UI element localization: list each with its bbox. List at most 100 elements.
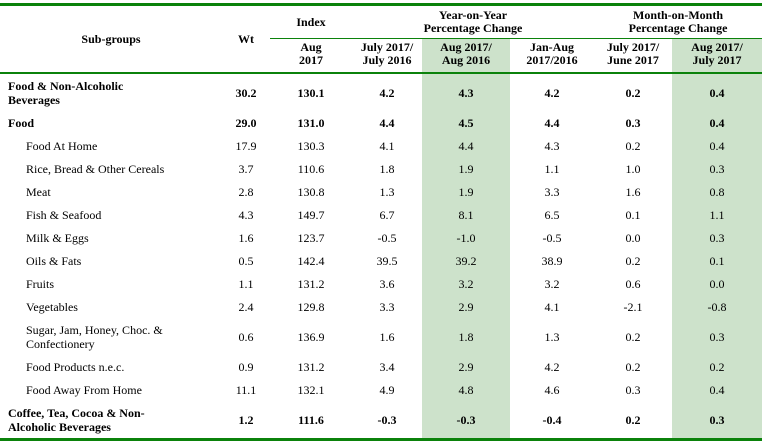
value-cell: 4.4: [422, 134, 510, 157]
value-cell: 0.1: [672, 249, 762, 272]
subgroup-label: Food Away From Home: [26, 382, 142, 397]
subgroup-label: Milk & Eggs: [26, 230, 89, 245]
value-cell: 17.9: [235, 138, 257, 153]
value-cell: 2.8: [238, 184, 254, 199]
table-row: Food Products n.e.c. 0.9 131.2 3.4 2.9 4.2 0.2…: [0, 355, 762, 378]
value-cell: 1.1: [672, 203, 762, 226]
value-cell: 130.8: [297, 184, 325, 199]
value-cell: -0.5: [377, 230, 397, 245]
column-header-aug2017-aug2016: Aug 2017/ Aug 2016: [422, 38, 510, 74]
sub-header-row: Aug 2017 July 2017/ July 2016 Aug 2017/ …: [0, 38, 762, 74]
value-cell: 3.3: [379, 299, 395, 314]
column-header-july2017-july2016: July 2017/ July 2016: [352, 38, 422, 74]
value-cell: 4.3: [238, 207, 254, 222]
subgroup-label: Vegetables: [26, 299, 78, 314]
value-cell: 30.2: [235, 85, 257, 100]
value-cell: 1.6: [379, 329, 395, 344]
value-cell: 0.4: [672, 378, 762, 401]
value-cell: 1.0: [625, 161, 641, 176]
value-cell: 0.3: [625, 382, 641, 397]
value-cell: 3.3: [544, 184, 560, 199]
value-cell: 0.0: [672, 272, 762, 295]
table-row: Food & Non-Alcoholic Beverages 30.2 130.1 4…: [0, 73, 762, 111]
value-cell: 0.6: [625, 276, 641, 291]
value-cell: 3.2: [422, 272, 510, 295]
group-header-index: Index: [270, 4, 352, 39]
column-header-index-aug-2017: Aug 2017: [270, 38, 352, 74]
value-cell: 0.4: [672, 73, 762, 111]
value-cell: 4.6: [544, 382, 560, 397]
value-cell: 1.9: [422, 157, 510, 180]
value-cell: -0.3: [422, 401, 510, 440]
value-cell: 131.2: [297, 276, 325, 291]
value-cell: 39.5: [376, 253, 398, 268]
value-cell: -1.0: [422, 226, 510, 249]
value-cell: 1.1: [544, 161, 560, 176]
column-header-aug2017-july2017: Aug 2017/ July 2017: [672, 38, 762, 74]
value-cell: 111.6: [298, 412, 324, 427]
value-cell: 131.2: [297, 359, 325, 374]
table-row: Sugar, Jam, Honey, Choc. & Confectionery…: [0, 318, 762, 355]
value-cell: 4.2: [544, 359, 560, 374]
column-header-wt: Wt: [222, 4, 270, 74]
value-cell: -0.8: [672, 295, 762, 318]
value-cell: 4.4: [379, 115, 395, 130]
table-row: Oils & Fats 0.5 142.4 39.5 39.2 38.9 0.2 0.1: [0, 249, 762, 272]
value-cell: 0.3: [672, 226, 762, 249]
value-cell: 0.2: [625, 85, 641, 100]
value-cell: 8.1: [422, 203, 510, 226]
value-cell: 2.4: [238, 299, 254, 314]
value-cell: 2.9: [422, 295, 510, 318]
table-row: Vegetables 2.4 129.8 3.3 2.9 4.1 -2.1 -0.8: [0, 295, 762, 318]
value-cell: 4.8: [422, 378, 510, 401]
value-cell: 0.4: [672, 111, 762, 134]
table-row: Milk & Eggs 1.6 123.7 -0.5 -1.0 -0.5 0.0 0.3: [0, 226, 762, 249]
table-row: Meat 2.8 130.8 1.3 1.9 3.3 1.6 0.8: [0, 180, 762, 203]
value-cell: 4.3: [544, 138, 560, 153]
table-row: Fish & Seafood 4.3 149.7 6.7 8.1 6.5 0.1 1.1: [0, 203, 762, 226]
table-row: Food 29.0 131.0 4.4 4.5 4.4 0.3 0.4: [0, 111, 762, 134]
table-header: Sub-groups Wt Index Year-on-Year Percent…: [0, 4, 762, 74]
subgroup-label: Sugar, Jam, Honey, Choc. & Confectionery: [26, 322, 163, 351]
subgroup-label: Food Products n.e.c.: [26, 359, 125, 374]
subgroup-label: Food At Home: [26, 138, 98, 153]
value-cell: 0.5: [238, 253, 254, 268]
value-cell: 3.7: [238, 161, 254, 176]
group-header-row: Sub-groups Wt Index Year-on-Year Percent…: [0, 4, 762, 74]
value-cell: 0.3: [672, 401, 762, 440]
value-cell: 136.9: [297, 329, 325, 344]
column-header-subgroups: Sub-groups: [0, 4, 222, 74]
value-cell: 3.6: [379, 276, 395, 291]
column-header-july2017-june2017: July 2017/ June 2017: [594, 38, 673, 74]
value-cell: 4.3: [422, 73, 510, 111]
value-cell: 1.8: [422, 318, 510, 355]
value-cell: 38.9: [541, 253, 563, 268]
table-row: Rice, Bread & Other Cereals 3.7 110.6 1.8 1.…: [0, 157, 762, 180]
value-cell: 39.2: [422, 249, 510, 272]
value-cell: -2.1: [623, 299, 643, 314]
value-cell: 0.3: [672, 157, 762, 180]
value-cell: 0.2: [625, 359, 641, 374]
table-row: Coffee, Tea, Cocoa & Non- Alcoholic Beve…: [0, 401, 762, 440]
subgroup-label: Fruits: [26, 276, 55, 291]
value-cell: 2.9: [422, 355, 510, 378]
value-cell: 4.1: [544, 299, 560, 314]
value-cell: 4.2: [379, 85, 395, 100]
value-cell: 131.0: [297, 115, 325, 130]
value-cell: 130.3: [297, 138, 325, 153]
value-cell: 142.4: [297, 253, 325, 268]
value-cell: -0.4: [542, 412, 562, 427]
value-cell: 0.3: [672, 318, 762, 355]
table-row: Food Away From Home 11.1 132.1 4.9 4.8 4.6 0.3…: [0, 378, 762, 401]
value-cell: 1.3: [379, 184, 395, 199]
value-cell: 3.2: [544, 276, 560, 291]
value-cell: 29.0: [235, 115, 257, 130]
group-header-month-on-month: Month-on-Month Percentage Change: [594, 4, 762, 39]
value-cell: 0.0: [625, 230, 641, 245]
value-cell: 11.1: [235, 382, 257, 397]
subgroup-label: Fish & Seafood: [26, 207, 102, 222]
value-cell: 4.9: [379, 382, 395, 397]
column-header-janaug-2017-2016: Jan-Aug 2017/2016: [510, 38, 595, 74]
value-cell: 0.6: [238, 329, 254, 344]
value-cell: 0.2: [625, 329, 641, 344]
